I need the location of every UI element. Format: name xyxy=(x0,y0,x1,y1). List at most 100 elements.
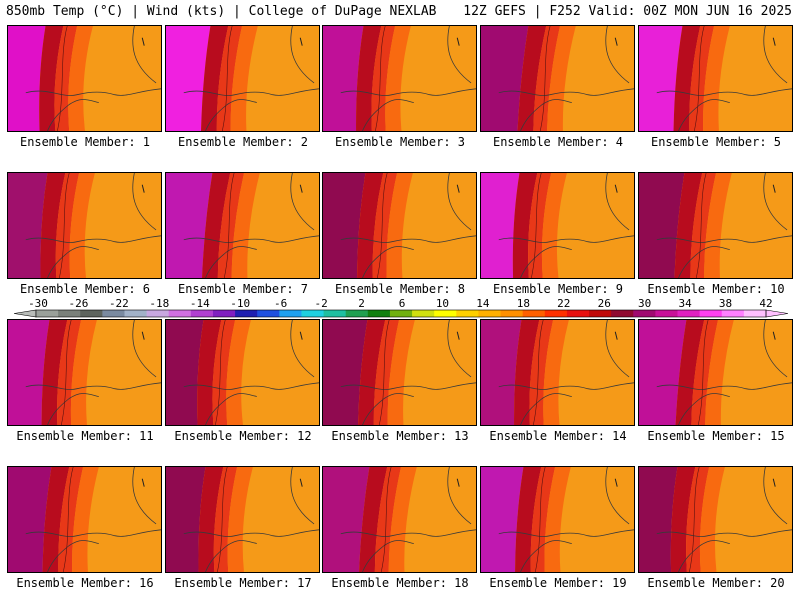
ensemble-member-label: Ensemble Member: 9 xyxy=(492,282,624,296)
ensemble-member-label: Ensemble Member: 7 xyxy=(177,282,309,296)
colorbar-segment xyxy=(345,310,369,317)
colorbar-segment xyxy=(633,310,656,317)
ensemble-member-label: Ensemble Member: 10 xyxy=(647,282,785,296)
ensemble-member-map xyxy=(638,466,793,573)
ensemble-member-map xyxy=(480,466,635,573)
ensemble-member-label: Ensemble Member: 12 xyxy=(174,429,312,443)
colorbar-tick-label: -6 xyxy=(274,297,287,310)
colorbar-segment xyxy=(168,310,192,317)
ensemble-member-map xyxy=(322,466,477,573)
colorbar-tick-label: -10 xyxy=(230,297,250,310)
colorbar-tick-label: 42 xyxy=(759,297,772,310)
colorbar-tick-label: 18 xyxy=(517,297,530,310)
colorbar-segment xyxy=(721,310,745,317)
colorbar-segment xyxy=(389,310,413,317)
colorbar-tick-label: 14 xyxy=(476,297,490,310)
colorbar-segment xyxy=(589,310,612,317)
ensemble-member-label: Ensemble Member: 17 xyxy=(174,576,312,590)
colorbar-segment xyxy=(500,310,524,317)
colorbar-segment xyxy=(36,310,59,317)
ensemble-member-map xyxy=(480,319,635,426)
ensemble-member-map xyxy=(165,25,320,132)
colorbar-max-arrow xyxy=(765,309,788,318)
colorbar-segment xyxy=(323,310,347,317)
ensemble-member-map xyxy=(7,466,162,573)
map-title: 850mb Temp (°C) | Wind (kts) | College o… xyxy=(6,4,437,19)
colorbar-tick-label: -14 xyxy=(190,297,210,310)
colorbar-tick-label: -18 xyxy=(149,297,169,310)
ensemble-member-map xyxy=(7,319,162,426)
ensemble-member-label: Ensemble Member: 8 xyxy=(334,282,466,296)
colorbar-tick-label: -22 xyxy=(109,297,129,310)
colorbar-segment xyxy=(655,310,678,317)
colorbar-tick-label: -26 xyxy=(69,297,89,310)
ensemble-member-label: Ensemble Member: 15 xyxy=(647,429,785,443)
ensemble-member-label: Ensemble Member: 6 xyxy=(19,282,151,296)
colorbar-tick-label: -30 xyxy=(28,297,48,310)
ensemble-member-map xyxy=(165,319,320,426)
ensemble-member-label: Ensemble Member: 19 xyxy=(489,576,627,590)
colorbar-segment xyxy=(124,310,148,317)
colorbar-outline xyxy=(35,309,767,318)
colorbar-segment xyxy=(257,310,280,317)
ensemble-member-map xyxy=(322,319,477,426)
ensemble-member-map xyxy=(322,172,477,279)
ensemble-member-label: Ensemble Member: 2 xyxy=(177,135,309,149)
colorbar-segment xyxy=(367,310,391,317)
model-run-info: 12Z GEFS | F252 Valid: 00Z MON JUN 16 20… xyxy=(463,4,792,19)
colorbar-segment xyxy=(566,310,590,317)
colorbar-tick-label: 26 xyxy=(598,297,611,310)
ensemble-member-map xyxy=(480,25,635,132)
colorbar-segment xyxy=(279,310,302,317)
colorbar-min-arrow xyxy=(14,309,37,318)
ensemble-member-label: Ensemble Member: 11 xyxy=(16,429,154,443)
colorbar-tick-label: 2 xyxy=(358,297,365,310)
ensemble-member-label: Ensemble Member: 13 xyxy=(331,429,469,443)
ensemble-member-map xyxy=(165,172,320,279)
colorbar-segment xyxy=(146,310,170,317)
colorbar-segment xyxy=(412,310,435,317)
colorbar-segment xyxy=(611,310,634,317)
colorbar-tick-label: 6 xyxy=(399,297,406,310)
ensemble-member-map xyxy=(7,25,162,132)
colorbar-segment xyxy=(522,310,546,317)
ensemble-member-label: Ensemble Member: 16 xyxy=(16,576,154,590)
colorbar-segment xyxy=(434,310,457,317)
ensemble-member-label: Ensemble Member: 20 xyxy=(647,576,785,590)
ensemble-member-map xyxy=(7,172,162,279)
colorbar-segment xyxy=(478,310,501,317)
ensemble-member-label: Ensemble Member: 14 xyxy=(489,429,627,443)
ensemble-member-map xyxy=(165,466,320,573)
colorbar-tick-label: 34 xyxy=(678,297,692,310)
ensemble-member-label: Ensemble Member: 5 xyxy=(650,135,782,149)
colorbar-segment xyxy=(190,310,214,317)
ensemble-member-label: Ensemble Member: 18 xyxy=(331,576,469,590)
ensemble-member-map xyxy=(638,319,793,426)
colorbar-segment xyxy=(212,310,236,317)
temperature-colorbar: -30 -26 -22 -18 -14 -10 -6 -2 2 6 10 14 18 22 26 30 34 38… xyxy=(14,296,788,320)
ensemble-member-map xyxy=(480,172,635,279)
ensemble-member-map xyxy=(322,25,477,132)
colorbar-tick-label: 30 xyxy=(638,297,651,310)
colorbar-segment xyxy=(102,310,125,317)
colorbar-segment xyxy=(58,310,81,317)
ensemble-member-label: Ensemble Member: 3 xyxy=(334,135,466,149)
colorbar-graphic: -30 -26 -22 -18 -14 -10 -6 -2 2 6 10 14 18 22 26 30 34 38… xyxy=(14,297,788,318)
colorbar-segment xyxy=(301,310,324,317)
colorbar-segment xyxy=(743,310,767,317)
ensemble-member-label: Ensemble Member: 1 xyxy=(19,135,151,149)
colorbar-segment xyxy=(544,310,568,317)
ensemble-member-map xyxy=(638,172,793,279)
colorbar-tick-label: 22 xyxy=(557,297,570,310)
colorbar-tick-label: 10 xyxy=(436,297,449,310)
colorbar-segment xyxy=(456,310,479,317)
colorbar-segment xyxy=(235,310,258,317)
ensemble-member-label: Ensemble Member: 4 xyxy=(492,135,624,149)
colorbar-tick-label: 38 xyxy=(719,297,732,310)
colorbar-segment xyxy=(699,310,723,317)
colorbar-tick-label: -2 xyxy=(314,297,327,310)
colorbar-segment xyxy=(80,310,103,317)
ensemble-member-map xyxy=(638,25,793,132)
colorbar-segment xyxy=(677,310,701,317)
